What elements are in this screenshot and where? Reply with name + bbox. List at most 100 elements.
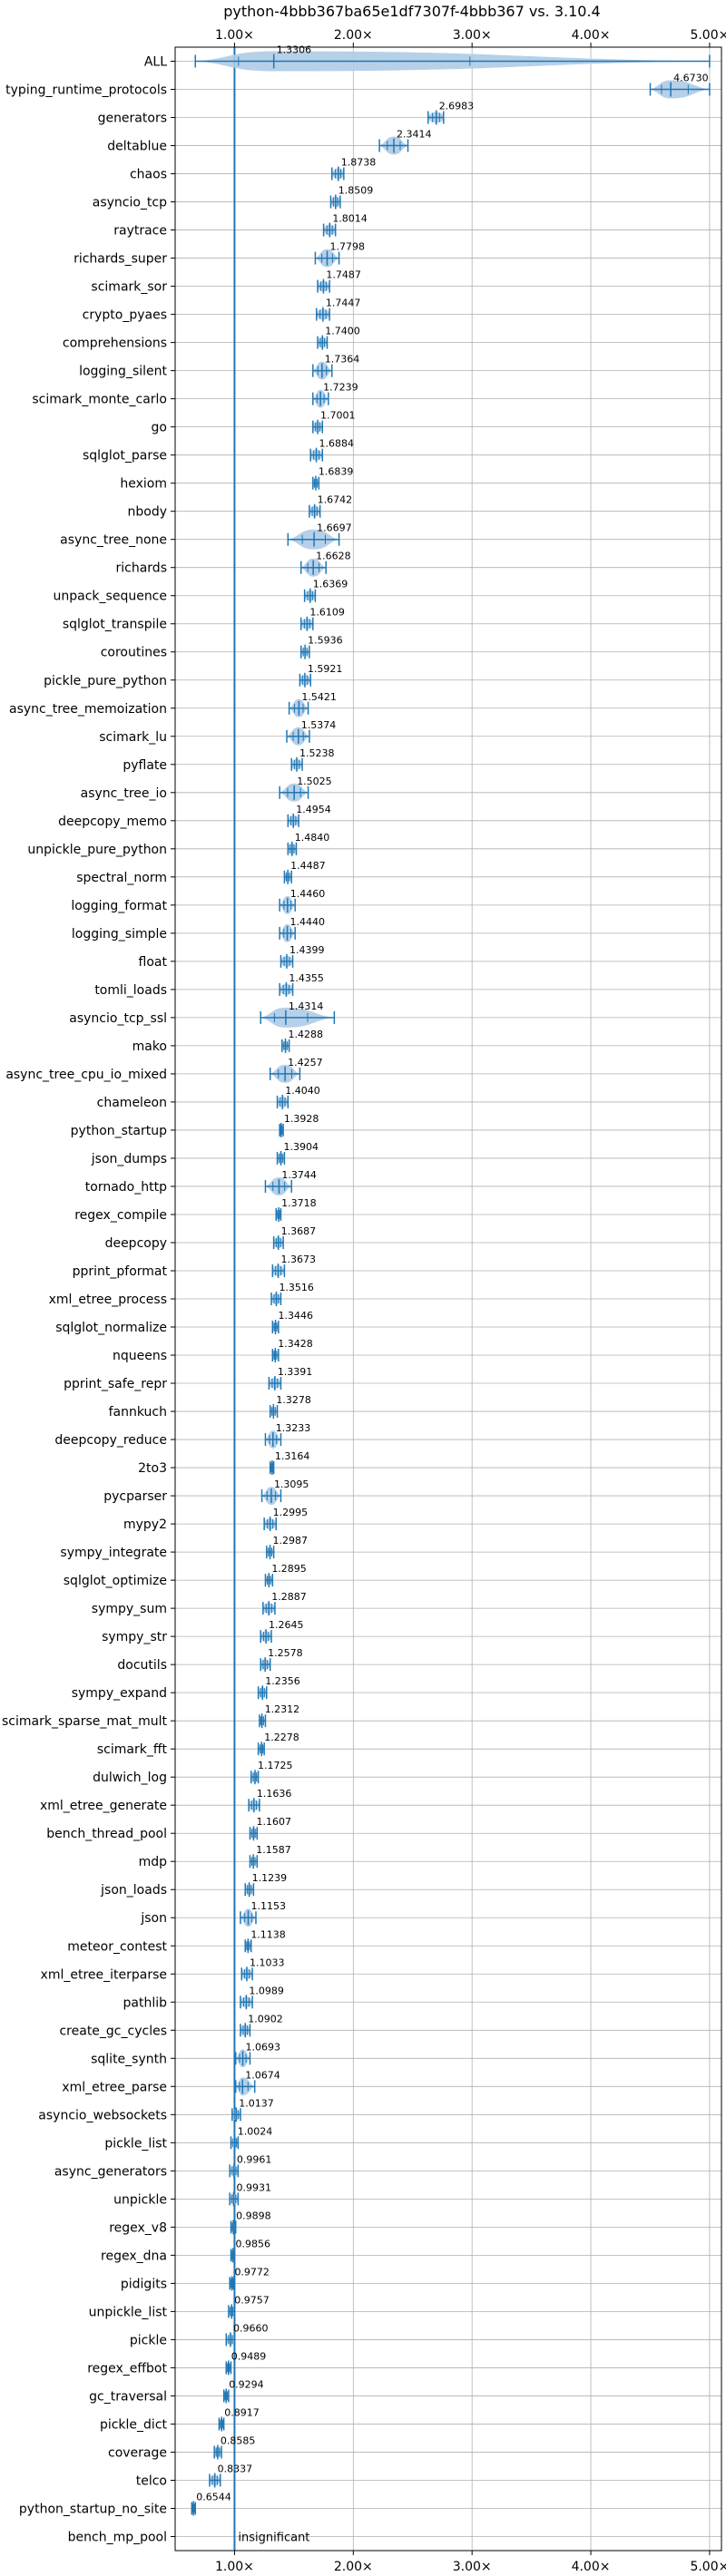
value-label: 1.3095: [274, 1478, 309, 1490]
value-label: 0.8337: [218, 2463, 253, 2474]
value-label: 1.1153: [251, 1900, 287, 1912]
y-label-benchmark: deepcopy_memo: [58, 815, 167, 829]
y-label-benchmark: async_tree_cpu_io_mixed: [5, 1068, 167, 1082]
value-label: 0.8585: [221, 2435, 256, 2446]
value-label: 4.6730: [673, 73, 709, 84]
value-label: 1.2987: [273, 1535, 309, 1547]
value-label: 0.9294: [229, 2378, 263, 2390]
value-label: 1.3233: [276, 1422, 311, 1434]
y-label-benchmark: unpickle: [113, 2192, 167, 2207]
value-label: 1.1587: [256, 1844, 291, 1856]
x-tick-label-bottom: 2.00×: [334, 2560, 373, 2574]
y-label-benchmark: async_generators: [54, 2164, 167, 2179]
value-label: 1.0137: [239, 2097, 274, 2109]
y-label-benchmark: deepcopy_reduce: [54, 1433, 167, 1448]
value-label: 1.3428: [278, 1338, 313, 1350]
value-label: 1.6884: [319, 438, 355, 450]
y-label-benchmark: sympy_expand: [72, 1686, 167, 1701]
y-label-benchmark: scimark_sor: [91, 280, 167, 295]
value-label: 1.4040: [285, 1085, 320, 1097]
y-label-benchmark: pathlib: [123, 1995, 168, 2010]
y-label-benchmark: async_tree_io: [81, 786, 167, 801]
value-label: 1.5421: [301, 691, 337, 703]
y-label-benchmark: async_tree_none: [60, 533, 167, 548]
value-label: 1.3306: [277, 44, 312, 56]
value-label: 1.3516: [279, 1282, 314, 1293]
value-label: 1.8509: [338, 185, 374, 197]
value-label: 1.6742: [318, 494, 353, 506]
chart-title: python-4bbb367ba65e1df7307f-4bbb367 vs. …: [223, 3, 600, 20]
y-label-benchmark: json: [140, 1911, 167, 1926]
value-label: 1.3278: [276, 1394, 311, 1406]
value-label: 1.0989: [249, 1985, 284, 1996]
value-label: 1.0024: [238, 2125, 273, 2137]
y-label-benchmark: comprehensions: [63, 337, 167, 351]
x-tick-label-bottom: 5.00×: [690, 2560, 726, 2574]
y-label-benchmark: tornado_http: [85, 1180, 167, 1195]
y-label-benchmark: pickle_list: [104, 2136, 167, 2151]
y-label-benchmark: go: [152, 421, 167, 435]
value-label: 1.3904: [284, 1141, 319, 1153]
y-label-benchmark: scimark_fft: [97, 1742, 168, 1757]
y-label-benchmark: sympy_str: [102, 1630, 167, 1644]
value-label: 1.1033: [250, 1956, 285, 1968]
value-label: 1.7798: [329, 241, 365, 253]
grid-lines: [175, 47, 721, 2551]
y-label-benchmark: generators: [98, 112, 167, 126]
y-label-benchmark: logging_format: [71, 899, 167, 913]
value-label: 1.8738: [341, 157, 377, 169]
y-label-benchmark: mypy2: [123, 1517, 167, 1532]
value-label: 1.3718: [281, 1197, 317, 1209]
y-label-benchmark: nbody: [128, 505, 168, 520]
value-label: 0.9931: [237, 2181, 272, 2193]
x-tick-label-bottom: 3.00×: [453, 2560, 492, 2574]
y-label-benchmark: sympy_integrate: [60, 1546, 167, 1560]
y-label-benchmark: sympy_sum: [92, 1602, 167, 1616]
value-label: 1.2356: [265, 1675, 300, 1687]
y-label-benchmark: ALL: [144, 55, 167, 70]
value-label: 0.9489: [231, 2350, 267, 2362]
value-label: 1.2995: [273, 1507, 309, 1518]
value-label: 1.6697: [317, 522, 352, 534]
value-label: 1.4840: [295, 832, 330, 844]
y-label-benchmark: bench_thread_pool: [46, 1827, 167, 1841]
value-label: 1.2312: [265, 1703, 300, 1715]
value-label: 1.3164: [275, 1450, 310, 1462]
y-label-benchmark: scimark_monte_carlo: [32, 393, 167, 407]
value-label: 1.7447: [326, 298, 361, 309]
y-label-benchmark: asyncio_websockets: [38, 2108, 167, 2122]
value-label: 1.1725: [258, 1760, 293, 1771]
y-label-benchmark: sqlglot_parse: [83, 449, 167, 463]
value-label: 0.9856: [236, 2238, 271, 2249]
y-label-benchmark: pprint_pformat: [73, 1264, 168, 1279]
y-label-benchmark: coverage: [108, 2445, 167, 2460]
y-label-benchmark: unpickle_pure_python: [27, 843, 167, 857]
y-label-benchmark: pprint_safe_repr: [64, 1377, 167, 1391]
y-label-benchmark: richards_super: [74, 252, 167, 267]
value-label: 1.4288: [289, 1029, 324, 1040]
y-label-benchmark: gc_traversal: [89, 2389, 167, 2404]
value-label: 1.7001: [320, 410, 356, 422]
y-label-benchmark: json_dumps: [91, 1152, 167, 1166]
y-label-benchmark: nqueens: [113, 1349, 167, 1363]
x-tick-label-top: 4.00×: [572, 28, 611, 43]
value-label: 1.3673: [281, 1254, 317, 1265]
y-label-benchmark: tomli_loads: [94, 983, 167, 998]
value-label: 2.3414: [397, 129, 432, 141]
value-label: 1.3391: [278, 1366, 313, 1378]
y-label-benchmark: richards: [116, 561, 168, 576]
value-label: 1.4460: [290, 888, 326, 900]
y-label-benchmark: meteor_contest: [67, 1939, 167, 1954]
value-label: 1.6839: [319, 466, 354, 478]
y-label-benchmark: hexiom: [120, 477, 167, 492]
value-label: 1.5921: [308, 663, 343, 675]
y-label-benchmark: chameleon: [97, 1096, 167, 1110]
value-label: 1.4487: [290, 860, 326, 872]
y-label-benchmark: python_startup: [71, 1124, 167, 1138]
insignificant-label: insignificant: [238, 2531, 309, 2544]
y-label-benchmark: pyflate: [123, 758, 167, 773]
y-label-benchmark: json_loads: [100, 1883, 167, 1898]
y-label-benchmark: dulwich_log: [93, 1771, 167, 1785]
value-label: 0.9757: [234, 2294, 270, 2306]
